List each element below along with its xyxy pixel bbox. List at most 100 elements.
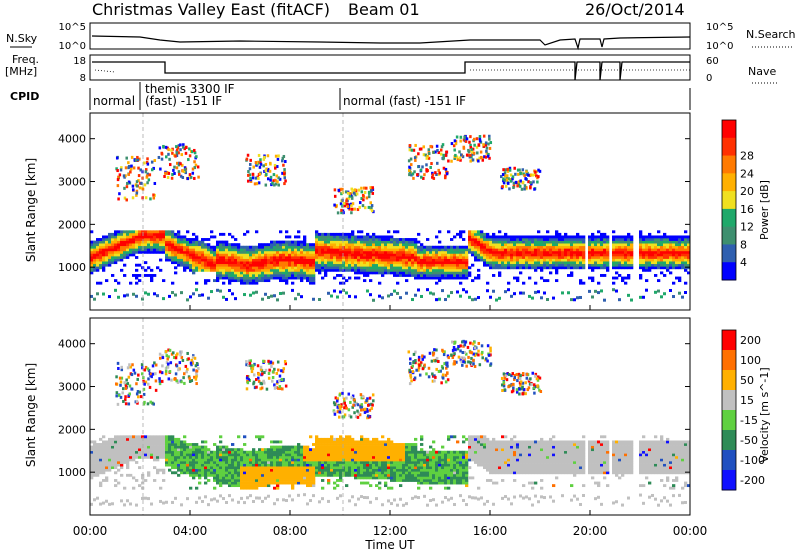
heat-cell	[261, 274, 265, 277]
heat-cell	[452, 144, 456, 148]
heat-cell	[489, 261, 493, 265]
heat-cell	[195, 463, 199, 467]
heat-cell	[603, 274, 607, 277]
heat-cell	[261, 466, 265, 470]
power-colorbar-label: Power [dB]	[758, 180, 771, 240]
heat-cell	[312, 297, 315, 301]
heat-cell	[192, 243, 196, 247]
heat-cell	[177, 172, 181, 176]
heat-cell	[297, 448, 301, 452]
heat-cell	[348, 453, 352, 457]
heat-cell	[135, 437, 139, 441]
heat-cell	[354, 253, 358, 257]
heat-cell	[456, 271, 460, 275]
heat-cell	[117, 230, 121, 234]
heat-cell	[408, 165, 411, 169]
heat-cell	[532, 180, 535, 184]
heat-cell	[123, 461, 127, 464]
heat-cell	[528, 261, 532, 265]
heat-cell	[624, 243, 628, 247]
heat-cell	[681, 266, 685, 270]
heat-cell	[345, 256, 349, 259]
heat-cell	[273, 266, 277, 270]
heat-cell	[660, 240, 664, 244]
heat-cell	[639, 261, 643, 265]
heat-cell	[369, 243, 373, 247]
heat-cell	[411, 261, 415, 265]
heat-cell	[96, 258, 100, 262]
heat-cell	[285, 279, 289, 283]
heat-cell	[282, 271, 286, 275]
heat-cell	[588, 240, 592, 244]
heat-cell	[243, 463, 247, 467]
heat-cell	[135, 184, 139, 188]
heat-cell	[660, 248, 664, 252]
heat-cell	[342, 453, 346, 457]
heat-cell	[258, 476, 262, 480]
heat-cell	[333, 266, 337, 270]
heat-cell	[252, 271, 256, 275]
heat-cell	[648, 243, 652, 247]
heat-cell	[350, 202, 353, 206]
heat-cell	[303, 445, 307, 449]
heat-cell	[309, 471, 313, 475]
heat-cell	[276, 473, 280, 477]
heat-cell	[498, 248, 502, 252]
heat-cell	[147, 455, 151, 459]
heat-cell	[485, 151, 489, 155]
heat-cell	[348, 466, 352, 470]
heat-cell	[462, 276, 466, 280]
heat-cell	[435, 298, 438, 302]
heat-cell	[261, 243, 265, 247]
heat-cell	[348, 266, 352, 270]
heat-cell	[639, 266, 643, 270]
heat-cell	[615, 238, 619, 241]
heat-cell	[180, 445, 184, 449]
heat-cell	[510, 235, 514, 239]
heat-cell	[225, 479, 229, 482]
heat-cell	[456, 276, 460, 280]
heat-cell	[153, 466, 157, 470]
heat-cell	[144, 291, 147, 295]
heat-cell	[168, 445, 172, 449]
heat-cell	[135, 448, 139, 452]
heat-cell	[306, 271, 310, 275]
heat-cell	[564, 240, 568, 244]
heat-cell	[678, 263, 682, 267]
heat-cell	[303, 471, 307, 475]
heat-cell	[111, 258, 115, 262]
heat-cell	[144, 248, 148, 252]
heat-cell	[246, 281, 250, 285]
heat-cell	[435, 274, 439, 277]
heat-cell	[267, 479, 271, 482]
heat-cell	[339, 202, 343, 206]
heat-cell	[678, 266, 682, 270]
heat-cell	[207, 448, 211, 452]
heat-cell	[624, 248, 628, 252]
heat-cell	[147, 245, 151, 249]
heat-cell	[297, 455, 301, 459]
heat-cell	[425, 168, 428, 172]
heat-cell	[312, 253, 316, 257]
heat-cell	[534, 235, 538, 239]
heat-cell	[606, 245, 610, 249]
heat-cell	[430, 162, 433, 166]
heat-cell	[170, 176, 174, 180]
heat-cell	[567, 238, 571, 241]
heat-cell	[240, 261, 244, 265]
heat-cell	[162, 230, 166, 234]
heat-cell	[123, 253, 127, 257]
heat-cell	[339, 261, 343, 265]
heat-cell	[147, 238, 151, 241]
heat-cell	[168, 256, 172, 259]
heat-cell	[495, 263, 499, 267]
heat-cell	[252, 279, 256, 283]
heat-cell	[336, 440, 340, 444]
heat-cell	[357, 256, 361, 259]
nave-tick-top: 60	[706, 56, 719, 67]
heat-cell	[300, 279, 304, 283]
heat-cell	[162, 240, 166, 244]
heat-cell	[120, 445, 124, 449]
heat-cell	[393, 250, 397, 254]
